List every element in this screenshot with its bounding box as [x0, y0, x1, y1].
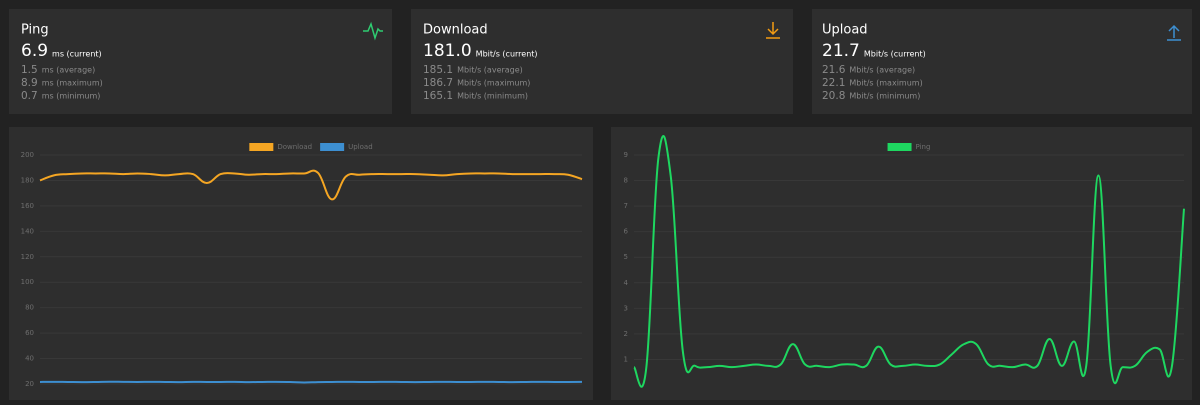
series-line [39, 380, 583, 384]
current-label: Mbit/s (current) [476, 50, 538, 59]
y-tick-label: 4 [624, 279, 629, 287]
y-tick-label: 140 [21, 227, 34, 235]
y-tick-label: 5 [624, 253, 628, 261]
y-tick-label: 8 [624, 177, 628, 185]
legend-swatch [887, 143, 912, 151]
upload-card [812, 9, 1192, 114]
y-tick-label: 20 [25, 380, 34, 388]
y-tick-label: 120 [21, 253, 34, 261]
current-value: 181.0 [423, 41, 472, 61]
legend-label: Upload [348, 143, 373, 151]
y-tick-label: 40 [25, 355, 34, 363]
stat-value: 0.7 [21, 90, 38, 102]
y-tick-label: 200 [21, 151, 34, 159]
y-tick-label: 1 [624, 355, 628, 363]
stat-label: ms (maximum) [42, 79, 103, 88]
stat-label: Mbit/s (minimum) [849, 92, 920, 101]
y-tick-label: 6 [624, 228, 629, 236]
y-tick-label: 60 [25, 329, 34, 337]
current-value: 6.9 [21, 41, 48, 61]
y-tick-label: 9 [624, 151, 628, 159]
stat-label: ms (minimum) [42, 92, 101, 101]
download-card [411, 9, 793, 114]
y-tick-label: 3 [624, 304, 628, 312]
y-tick-label: 180 [21, 176, 34, 184]
legend-swatch [249, 143, 274, 151]
legend-label: Ping [916, 143, 931, 151]
download-icon [766, 22, 780, 39]
series-line [633, 134, 1185, 388]
card-title: Upload [822, 23, 868, 38]
legend-label: Download [277, 143, 312, 151]
stat-value: 185.1 [423, 64, 453, 76]
stat-value: 20.8 [822, 90, 845, 102]
upload-icon [1167, 24, 1181, 41]
ping-icon [363, 21, 383, 41]
card-title: Download [423, 23, 488, 38]
y-tick-label: 7 [624, 202, 628, 210]
ping-card [9, 9, 392, 114]
current-label: ms (current) [52, 50, 102, 59]
stat-label: ms (average) [42, 66, 96, 75]
stat-value: 8.9 [21, 77, 38, 89]
current-value: 21.7 [822, 41, 860, 61]
y-tick-label: 100 [21, 278, 34, 286]
ping-chart-panel [611, 127, 1192, 400]
stat-label: Mbit/s (maximum) [849, 79, 922, 88]
y-tick-label: 80 [25, 304, 34, 312]
card-title: Ping [21, 23, 49, 38]
stat-value: 165.1 [423, 90, 453, 102]
series-line [39, 169, 583, 201]
stat-label: Mbit/s (maximum) [457, 79, 530, 88]
current-label: Mbit/s (current) [864, 50, 926, 59]
stat-label: Mbit/s (average) [849, 66, 915, 75]
y-tick-label: 2 [624, 330, 628, 338]
y-tick-label: 160 [21, 202, 34, 210]
stat-value: 1.5 [21, 64, 38, 76]
stat-value: 21.6 [822, 64, 846, 76]
stat-label: Mbit/s (minimum) [457, 92, 528, 101]
legend-swatch [320, 143, 345, 151]
stat-value: 22.1 [822, 77, 845, 89]
stat-label: Mbit/s (average) [457, 66, 523, 75]
stat-value: 186.7 [423, 77, 453, 89]
